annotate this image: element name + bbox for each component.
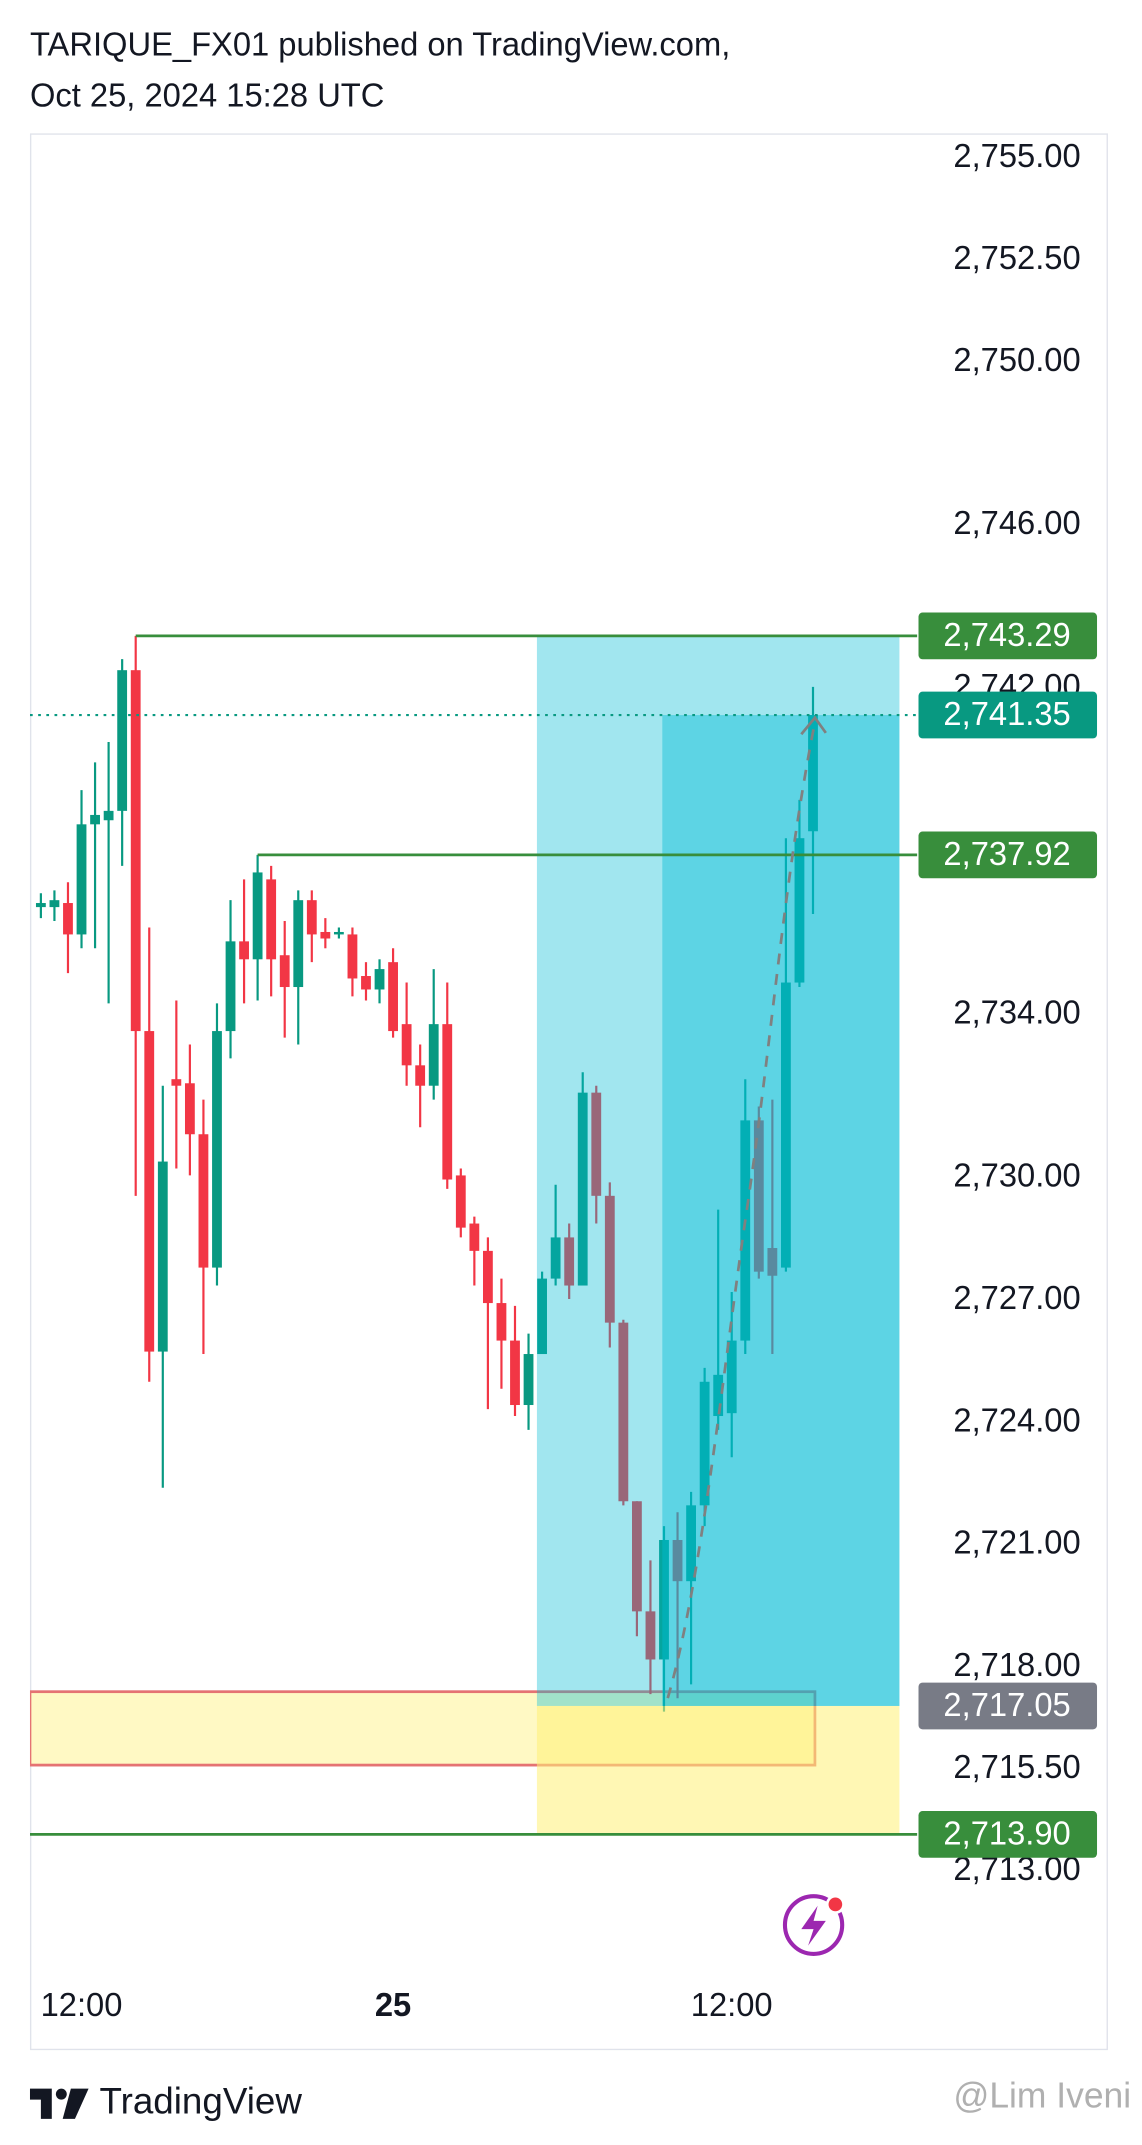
candle-body [550, 1237, 561, 1279]
candle-body [293, 900, 304, 988]
candle-body [130, 670, 141, 1032]
y-tick-label: 2,730.00 [953, 1156, 1080, 1193]
y-tick-label: 2,724.00 [953, 1401, 1080, 1438]
price-label: 2,741.35 [943, 695, 1070, 732]
candle-body [35, 903, 46, 908]
y-tick-label: 2,721.00 [953, 1523, 1080, 1560]
candle-body [171, 1079, 182, 1086]
candle-body [306, 900, 317, 935]
candle-body [279, 955, 290, 988]
y-tick-label: 2,755.00 [953, 137, 1080, 174]
candle-body [577, 1092, 588, 1286]
projection-arrow [666, 721, 817, 1699]
candle-body [184, 1083, 195, 1135]
candle-body [415, 1065, 426, 1086]
candle-body [401, 1024, 412, 1066]
candle-body [212, 1031, 222, 1268]
y-tick-label: 2,727.00 [953, 1279, 1080, 1316]
price-label-box [918, 1811, 1098, 1858]
candle-body [686, 1505, 696, 1582]
y-tick-label: 2,734.00 [953, 993, 1080, 1030]
candle-body [645, 1611, 656, 1660]
candle-body [76, 824, 87, 935]
candle-body [631, 1501, 642, 1612]
candle-body [618, 1322, 629, 1502]
candle-body [564, 1237, 575, 1286]
price-label: 2,713.90 [943, 1814, 1070, 1851]
price-label: 2,717.05 [943, 1686, 1070, 1723]
candle-body [469, 1223, 480, 1251]
brand-name: TradingView [99, 2080, 302, 2121]
price-label-box [918, 1682, 1098, 1730]
candle-body [808, 715, 818, 832]
y-tick-label: 2,718.00 [953, 1646, 1080, 1683]
publish-date: Oct 25, 2024 15:28 UTC [30, 76, 384, 113]
candle-body [157, 1161, 168, 1352]
candle-body [374, 969, 385, 990]
candle-body [428, 1024, 439, 1086]
profit-progress [662, 715, 900, 1706]
price-label-box [918, 831, 1098, 879]
candle-body [225, 941, 236, 1032]
price-label: 2,737.92 [943, 835, 1070, 872]
candle-body [103, 810, 114, 821]
candle-body [347, 934, 358, 979]
price-label: 2,743.29 [943, 616, 1070, 653]
candle-body [49, 900, 60, 908]
candle-body [388, 962, 398, 1032]
candle-body [333, 931, 344, 935]
candle-body [361, 976, 371, 990]
candle-body [794, 838, 805, 983]
candle-body [144, 1031, 155, 1352]
plot-area [29, 634, 918, 1836]
candle-body [117, 670, 128, 811]
candle-body [496, 1303, 507, 1341]
publisher-line: TARIQUE_FX01 published on TradingView.co… [30, 25, 730, 62]
candle-body [63, 903, 73, 935]
candle-body [523, 1354, 534, 1406]
y-tick-label: 2,746.00 [953, 504, 1080, 541]
chart-frame [29, 133, 1108, 2051]
price-label-box [918, 691, 1098, 739]
candle-body [726, 1340, 737, 1414]
candle-body [740, 1120, 751, 1341]
candle-body [239, 941, 249, 960]
candle-body [90, 814, 100, 825]
arrow-head [800, 715, 827, 736]
price-label-box [918, 612, 1098, 660]
candle-body [198, 1134, 209, 1268]
brand-logo [29, 2088, 89, 2119]
loss-zone [536, 1705, 900, 1835]
candle-body [699, 1381, 710, 1506]
time-axis: 12:00 25 12:00 [41, 1986, 773, 2023]
candle-body [591, 1092, 602, 1196]
profit-zone [536, 635, 900, 1706]
price-axis: 2,755.002,752.502,750.002,746.002,742.00… [918, 137, 1098, 1887]
candle-body [482, 1250, 493, 1304]
candle-body [252, 872, 263, 960]
candle-body [781, 982, 791, 1268]
watermark: @Lim Iveni [953, 2076, 1131, 2116]
y-tick-label: 2,750.00 [953, 341, 1080, 378]
candle-body [537, 1278, 547, 1355]
candle-body [266, 879, 277, 960]
y-tick-label: 2,752.50 [953, 239, 1080, 276]
candle-body [510, 1340, 520, 1406]
candle-body [713, 1374, 724, 1417]
candle-body [442, 1024, 453, 1180]
candle-body [767, 1248, 778, 1276]
x-tick-label: 12:00 [691, 1986, 773, 2023]
x-tick-label: 25 [375, 1986, 411, 2023]
candle-body [320, 931, 331, 939]
x-tick-label: 12:00 [41, 1986, 123, 2023]
candle-body [604, 1195, 615, 1323]
candle-body [659, 1539, 669, 1660]
candle-body [672, 1539, 683, 1582]
alert-icon[interactable] [782, 1894, 845, 1956]
y-tick-label: 2,715.50 [953, 1748, 1080, 1785]
candle-body [753, 1120, 764, 1272]
candle-body [455, 1175, 466, 1228]
